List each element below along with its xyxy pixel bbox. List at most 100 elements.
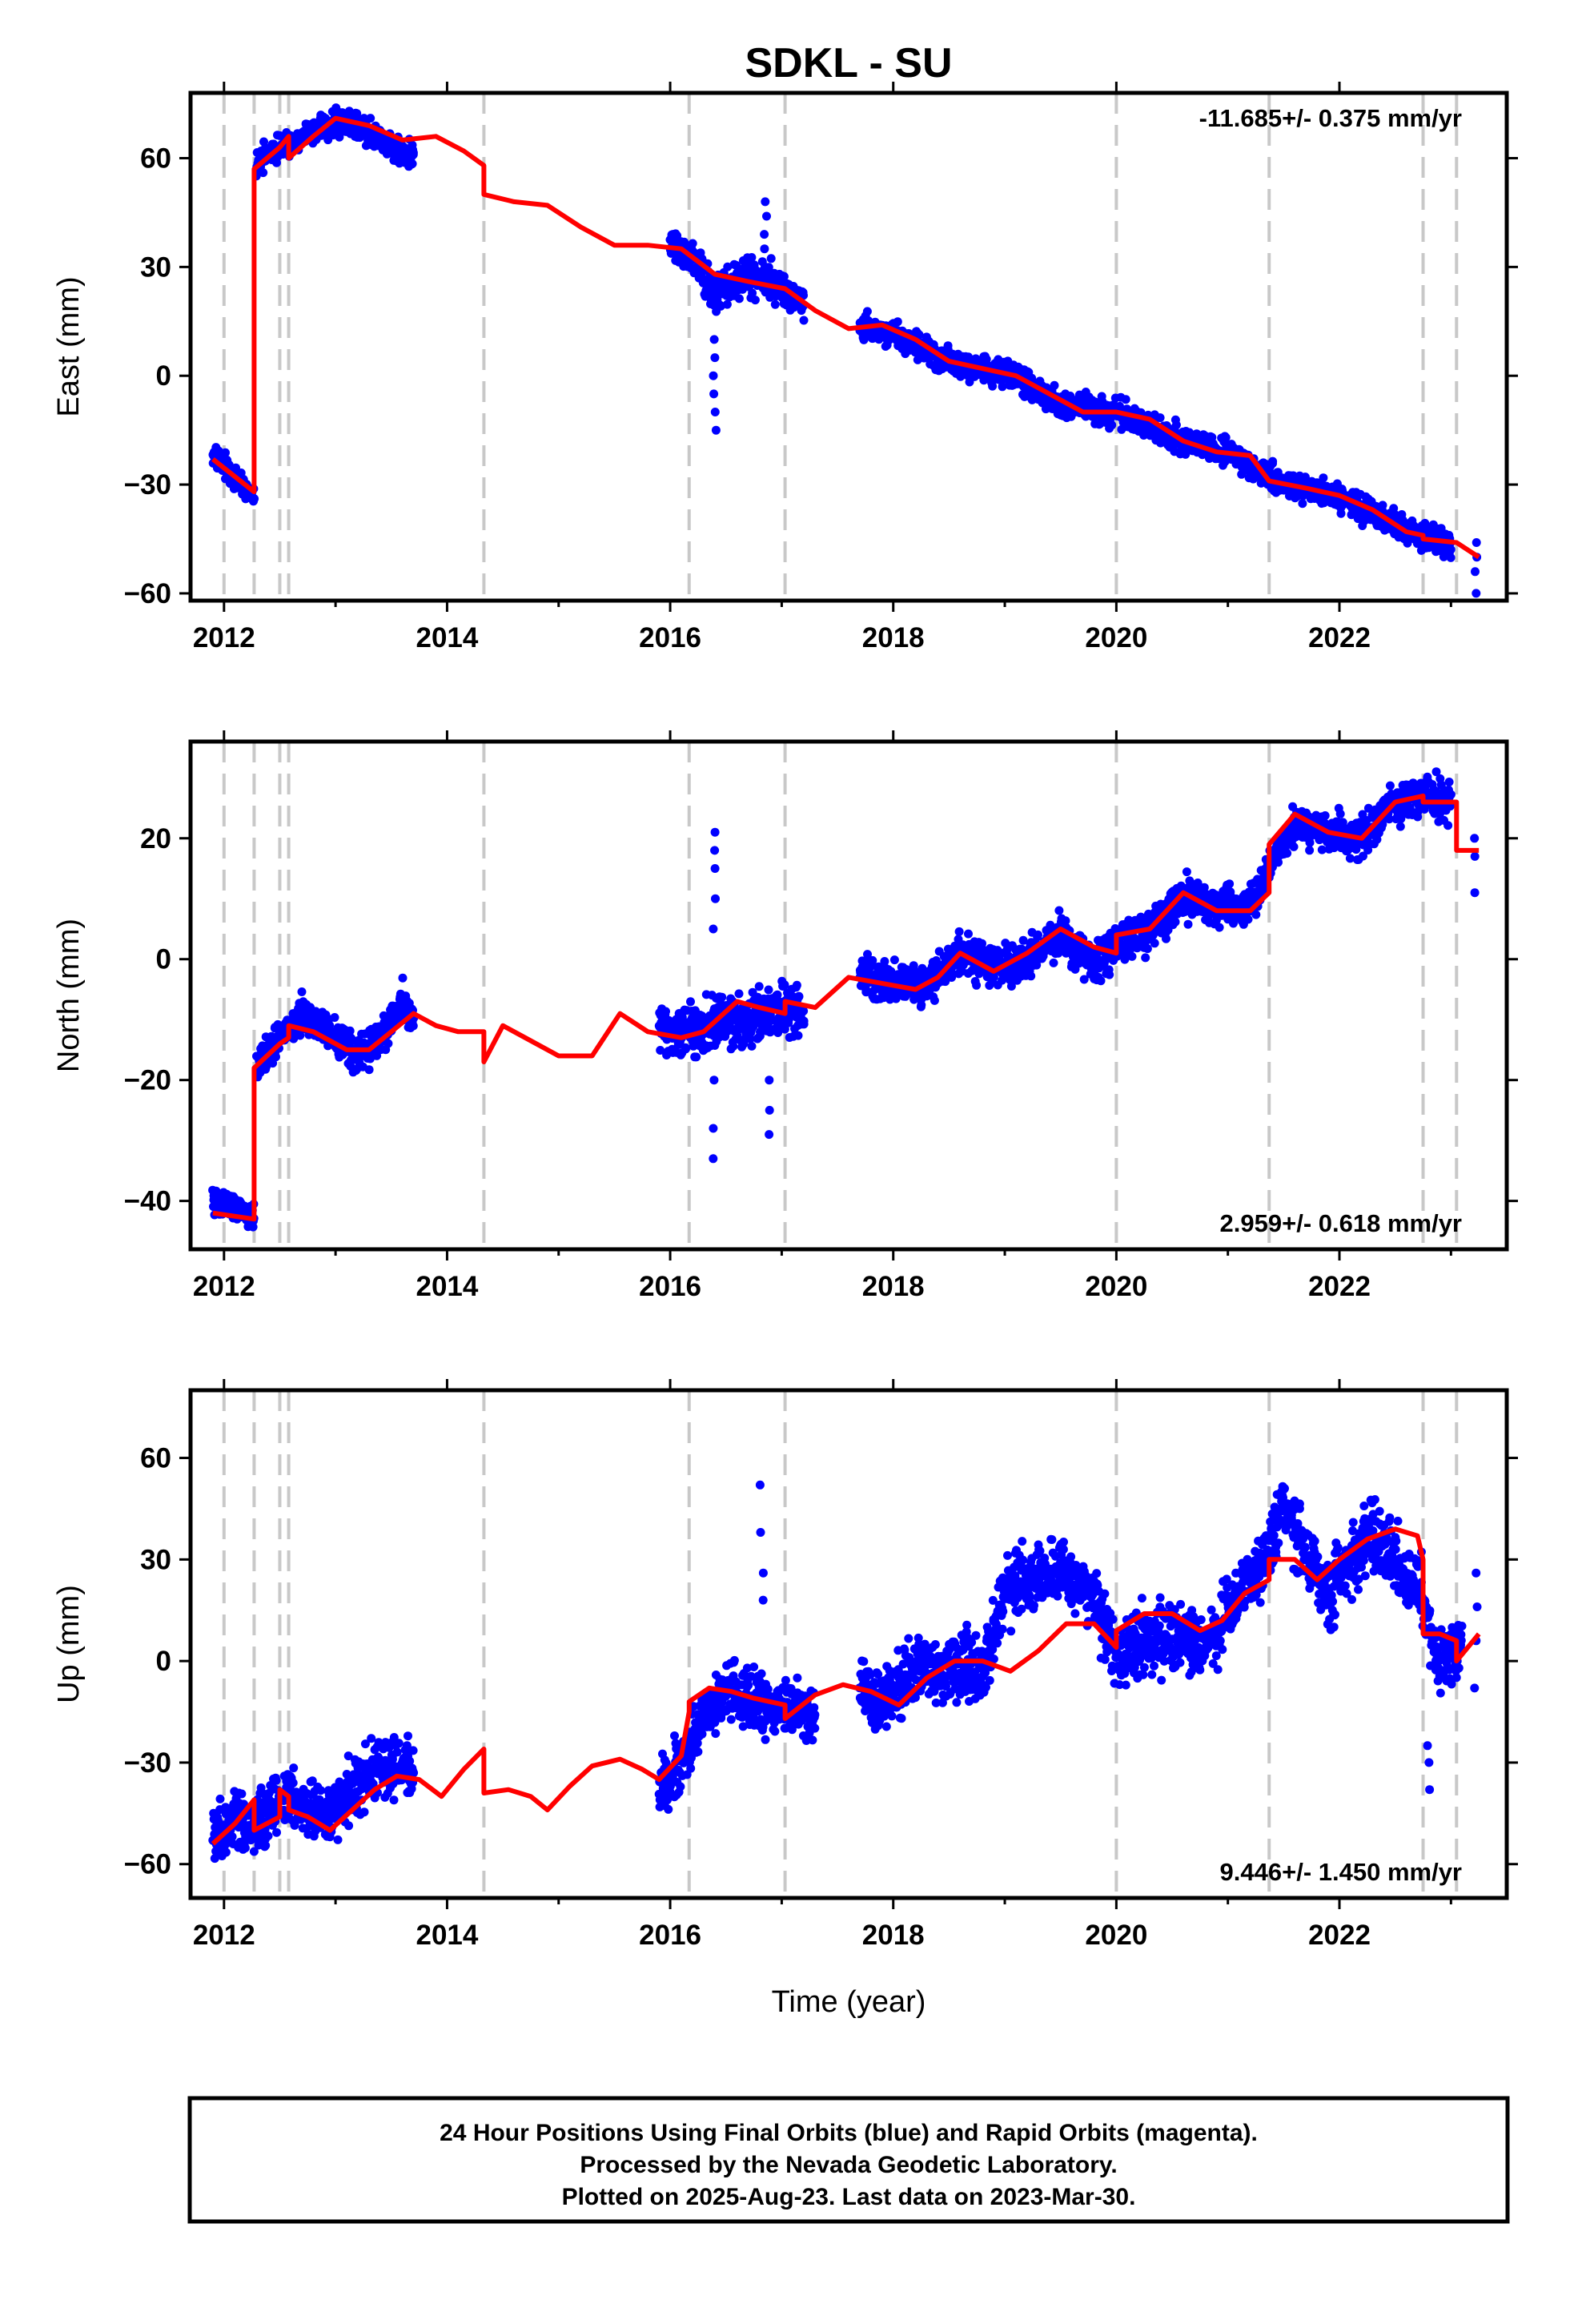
data-point-east-530 <box>408 159 417 168</box>
data-point-east-533 <box>408 148 418 158</box>
data-point-north-871 <box>780 980 789 990</box>
data-point-north-1595 <box>1105 970 1114 979</box>
data-point-north-2090 <box>1289 842 1299 851</box>
data-point-east-2487 <box>709 371 718 380</box>
data-point-north-362 <box>345 1026 355 1035</box>
data-point-east-2497 <box>1472 589 1481 598</box>
data-point-north-414 <box>364 1065 374 1075</box>
data-point-east-129 <box>259 168 268 178</box>
data-point-east-2488 <box>710 353 720 363</box>
data-point-east-840 <box>779 271 789 281</box>
data-point-east-2485 <box>710 408 720 416</box>
data-point-east-2496 <box>1471 567 1480 577</box>
data-point-north-1216 <box>964 929 973 939</box>
data-point-north-532 <box>408 1021 418 1031</box>
data-point-east-2484 <box>711 425 721 435</box>
data-points-east <box>208 103 1482 598</box>
data-point-north-802 <box>754 982 764 991</box>
data-point-north-945 <box>863 950 872 959</box>
data-point-north-233 <box>297 987 307 996</box>
data-point-north-1806 <box>1183 919 1193 929</box>
data-point-north-1173 <box>948 969 958 979</box>
data-point-east-2188 <box>1336 509 1346 518</box>
x-tick-label-east-4: 2020 <box>1085 622 1147 653</box>
data-point-north-228 <box>295 1031 305 1040</box>
data-point-north-1692 <box>1141 953 1150 963</box>
data-point-east-2486 <box>709 389 719 399</box>
data-point-east-1054 <box>914 330 924 340</box>
data-point-north-211 <box>289 1034 299 1043</box>
data-point-north-2167 <box>1317 845 1327 854</box>
figure-title: SDKL - SU <box>745 40 952 86</box>
data-point-north-1968 <box>1243 915 1253 924</box>
data-point-east-2494 <box>1472 538 1481 547</box>
data-point-north-958 <box>868 955 877 965</box>
data-point-east-1701 <box>1155 413 1165 423</box>
axes-frame-east <box>188 90 1509 603</box>
data-point-north-1315 <box>1001 939 1010 948</box>
data-point-north-1698 <box>1142 944 1152 954</box>
data-point-north-2277 <box>1359 851 1367 861</box>
data-point-north-634 <box>692 1052 701 1062</box>
data-point-east-594 <box>688 239 697 248</box>
data-point-east-892 <box>799 316 809 325</box>
data-point-north-1125 <box>930 995 939 1005</box>
data-point-north-2291 <box>1363 803 1373 813</box>
data-point-north-783 <box>747 1041 757 1051</box>
y-tick-label-east-0: −60 <box>124 578 171 609</box>
data-point-east-688 <box>723 262 733 271</box>
data-point-north-619 <box>686 997 695 1007</box>
data-point-north-733 <box>729 1042 738 1051</box>
data-point-east-2492 <box>760 230 769 239</box>
data-point-east-1251 <box>988 381 998 391</box>
data-point-north-907 <box>793 1031 803 1040</box>
data-point-north-2347 <box>1384 814 1394 824</box>
data-point-east-805 <box>766 254 776 263</box>
data-point-north-1238 <box>972 980 982 990</box>
data-point-north-703 <box>717 992 727 1002</box>
data-point-north-904 <box>792 980 801 990</box>
data-point-east-2491 <box>762 211 771 221</box>
x-tick-label-east-1: 2014 <box>416 622 479 653</box>
model-line-east <box>211 115 1480 560</box>
y-axis-label-east: East (mm) <box>52 276 86 416</box>
data-point-north-1572 <box>1096 976 1106 986</box>
data-point-north-1747 <box>1162 934 1170 943</box>
data-point-east-2493 <box>760 244 769 254</box>
data-point-east-1878 <box>1221 432 1231 442</box>
data-point-east-1417 <box>1050 380 1059 390</box>
data-point-north-1850 <box>1199 883 1209 892</box>
data-point-east-1571 <box>1107 420 1117 430</box>
data-point-north-853 <box>773 1028 783 1037</box>
data-point-east-1609 <box>1121 395 1130 404</box>
data-point-north-910 <box>794 992 804 1002</box>
data-point-east-914 <box>862 307 872 316</box>
plot-area-north <box>208 742 1480 1249</box>
data-point-north-851 <box>773 990 782 999</box>
data-point-north-1332 <box>1006 982 1016 991</box>
x-tick-label-east-5: 2022 <box>1308 622 1371 653</box>
data-point-north-2175 <box>1320 811 1330 820</box>
data-point-north-2377 <box>1395 822 1405 831</box>
data-point-north-1716 <box>1150 939 1159 948</box>
data-point-north-1477 <box>1061 916 1070 926</box>
data-point-north-1445 <box>1049 958 1058 967</box>
panels: 2012 2014 2016 2018 2020 2022−60−3003060East … <box>52 82 1518 1951</box>
data-point-east-996 <box>893 317 902 327</box>
data-point-east-719 <box>734 294 744 304</box>
data-point-north-1917 <box>1225 879 1235 889</box>
data-point-east-2140 <box>1319 473 1328 483</box>
y-tick-label-east-2: 0 <box>156 360 171 392</box>
data-points-north <box>208 767 1480 1232</box>
plot-area-east <box>208 93 1482 601</box>
data-point-north-806 <box>756 1027 765 1036</box>
data-point-north-1656 <box>1127 951 1137 961</box>
data-point-east-687 <box>722 300 732 309</box>
data-point-east-816 <box>770 300 780 309</box>
rate-label-east: -11.685+/- 0.375 mm/yr <box>1199 104 1462 132</box>
y-tick-label-east-4: 60 <box>140 143 171 175</box>
data-point-north-1527 <box>1079 975 1089 984</box>
data-point-east-2483 <box>1446 545 1456 554</box>
data-point-north-552 <box>661 1007 670 1016</box>
